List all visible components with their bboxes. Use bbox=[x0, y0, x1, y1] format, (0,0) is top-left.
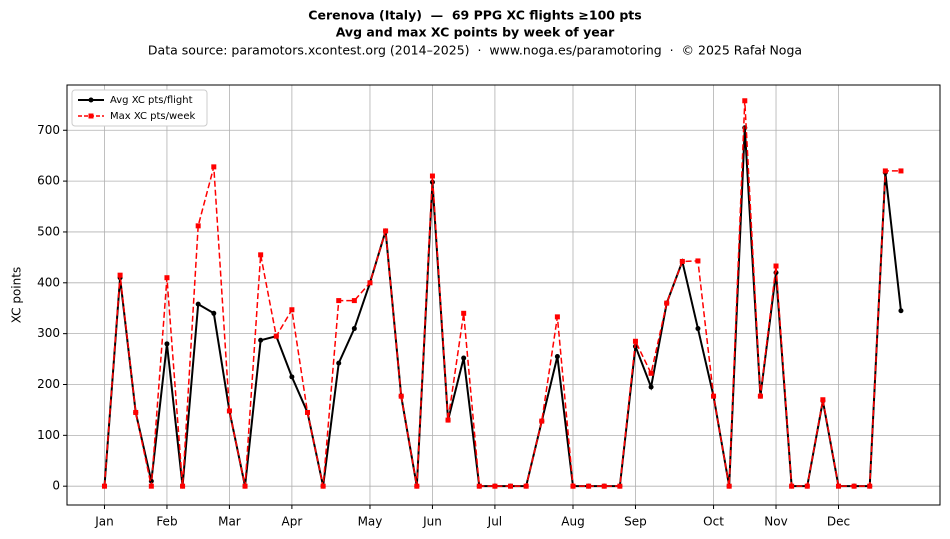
data-point bbox=[211, 310, 217, 316]
data-point bbox=[586, 483, 592, 489]
data-point bbox=[101, 483, 107, 489]
data-point bbox=[632, 338, 638, 344]
data-point bbox=[242, 483, 248, 489]
data-point bbox=[351, 326, 357, 332]
legend-marker bbox=[88, 113, 94, 119]
y-tick-label: 300 bbox=[37, 326, 60, 340]
y-tick-label: 400 bbox=[37, 275, 60, 289]
data-point bbox=[367, 280, 373, 286]
x-tick-label: Oct bbox=[703, 515, 724, 529]
data-point bbox=[461, 310, 467, 316]
x-tick-label: Feb bbox=[156, 515, 177, 529]
data-point bbox=[554, 354, 560, 360]
data-point bbox=[429, 173, 435, 179]
data-point bbox=[383, 228, 389, 234]
x-tick-label: Jun bbox=[422, 515, 442, 529]
data-point bbox=[648, 370, 654, 376]
plot-frame bbox=[66, 84, 941, 506]
data-point bbox=[320, 483, 326, 489]
data-point bbox=[258, 337, 264, 343]
data-point bbox=[539, 418, 545, 424]
series-line bbox=[103, 100, 901, 487]
x-tick-label: Mar bbox=[218, 515, 241, 529]
data-point bbox=[461, 355, 467, 361]
data-point bbox=[273, 333, 279, 339]
data-point bbox=[289, 374, 295, 380]
x-tick-label: Apr bbox=[282, 515, 303, 529]
data-point bbox=[117, 272, 123, 278]
data-point bbox=[133, 409, 139, 415]
data-point bbox=[898, 168, 904, 174]
data-point bbox=[258, 252, 264, 258]
data-point bbox=[554, 314, 560, 320]
y-tick-label: 200 bbox=[37, 377, 60, 391]
data-point bbox=[195, 301, 201, 307]
data-point bbox=[601, 483, 607, 489]
data-point bbox=[336, 360, 342, 366]
x-tick-label: Jul bbox=[487, 515, 502, 529]
data-point bbox=[180, 483, 186, 489]
data-point bbox=[695, 326, 701, 332]
data-point bbox=[617, 483, 623, 489]
data-point bbox=[164, 275, 170, 281]
legend-box bbox=[71, 89, 208, 127]
data-point bbox=[851, 483, 857, 489]
data-point bbox=[570, 483, 576, 489]
chart-source: Data source: paramotors.xcontest.org (20… bbox=[148, 43, 802, 58]
data-point bbox=[789, 483, 795, 489]
legend-marker bbox=[88, 97, 94, 103]
data-point bbox=[492, 483, 498, 489]
legend: Avg XC pts/flight Max XC pts/week bbox=[71, 89, 208, 127]
x-tick-label: May bbox=[358, 515, 383, 529]
y-tick-label: 600 bbox=[37, 174, 60, 188]
data-point bbox=[648, 384, 654, 390]
x-tick-label: Jan bbox=[94, 515, 114, 529]
chart-title: Cerenova (Italy) — 69 PPG XC flights ≥10… bbox=[308, 8, 641, 23]
x-tick-label: Aug bbox=[561, 515, 584, 529]
data-point bbox=[195, 223, 201, 229]
data-point bbox=[414, 483, 420, 489]
data-point bbox=[164, 341, 170, 347]
y-tick-label: 500 bbox=[37, 224, 60, 238]
data-point bbox=[289, 307, 295, 313]
y-axis-label: XC points bbox=[10, 267, 24, 323]
data-point bbox=[211, 164, 217, 170]
data-point bbox=[351, 298, 357, 304]
data-point bbox=[398, 393, 404, 399]
data-point bbox=[226, 408, 232, 414]
y-tick-label: 700 bbox=[37, 123, 60, 137]
legend-label: Max XC pts/week bbox=[110, 111, 195, 122]
data-point bbox=[726, 483, 732, 489]
data-point bbox=[523, 483, 529, 489]
data-point bbox=[679, 258, 685, 264]
x-tick-label: Dec bbox=[827, 515, 850, 529]
data-point bbox=[898, 308, 904, 314]
x-tick-label: Sep bbox=[624, 515, 647, 529]
data-point bbox=[148, 483, 154, 489]
data-point bbox=[336, 298, 342, 304]
data-point bbox=[835, 483, 841, 489]
data-point bbox=[882, 168, 888, 174]
data-point bbox=[867, 483, 873, 489]
data-point bbox=[664, 300, 670, 306]
data-point bbox=[820, 397, 826, 403]
data-point bbox=[445, 417, 451, 423]
data-point bbox=[757, 393, 763, 399]
y-tick-label: 0 bbox=[52, 479, 60, 493]
data-point bbox=[476, 483, 482, 489]
x-tick-label: Nov bbox=[764, 515, 787, 529]
data-point bbox=[711, 393, 717, 399]
chart-subtitle: Avg and max XC points by week of year bbox=[336, 25, 615, 40]
data-point bbox=[773, 263, 779, 269]
legend-label: Avg XC pts/flight bbox=[110, 95, 193, 106]
data-point bbox=[742, 98, 748, 104]
data-point bbox=[695, 258, 701, 264]
data-point bbox=[305, 409, 311, 415]
y-tick-label: 100 bbox=[37, 428, 60, 442]
data-point bbox=[804, 483, 810, 489]
data-point bbox=[508, 483, 514, 489]
